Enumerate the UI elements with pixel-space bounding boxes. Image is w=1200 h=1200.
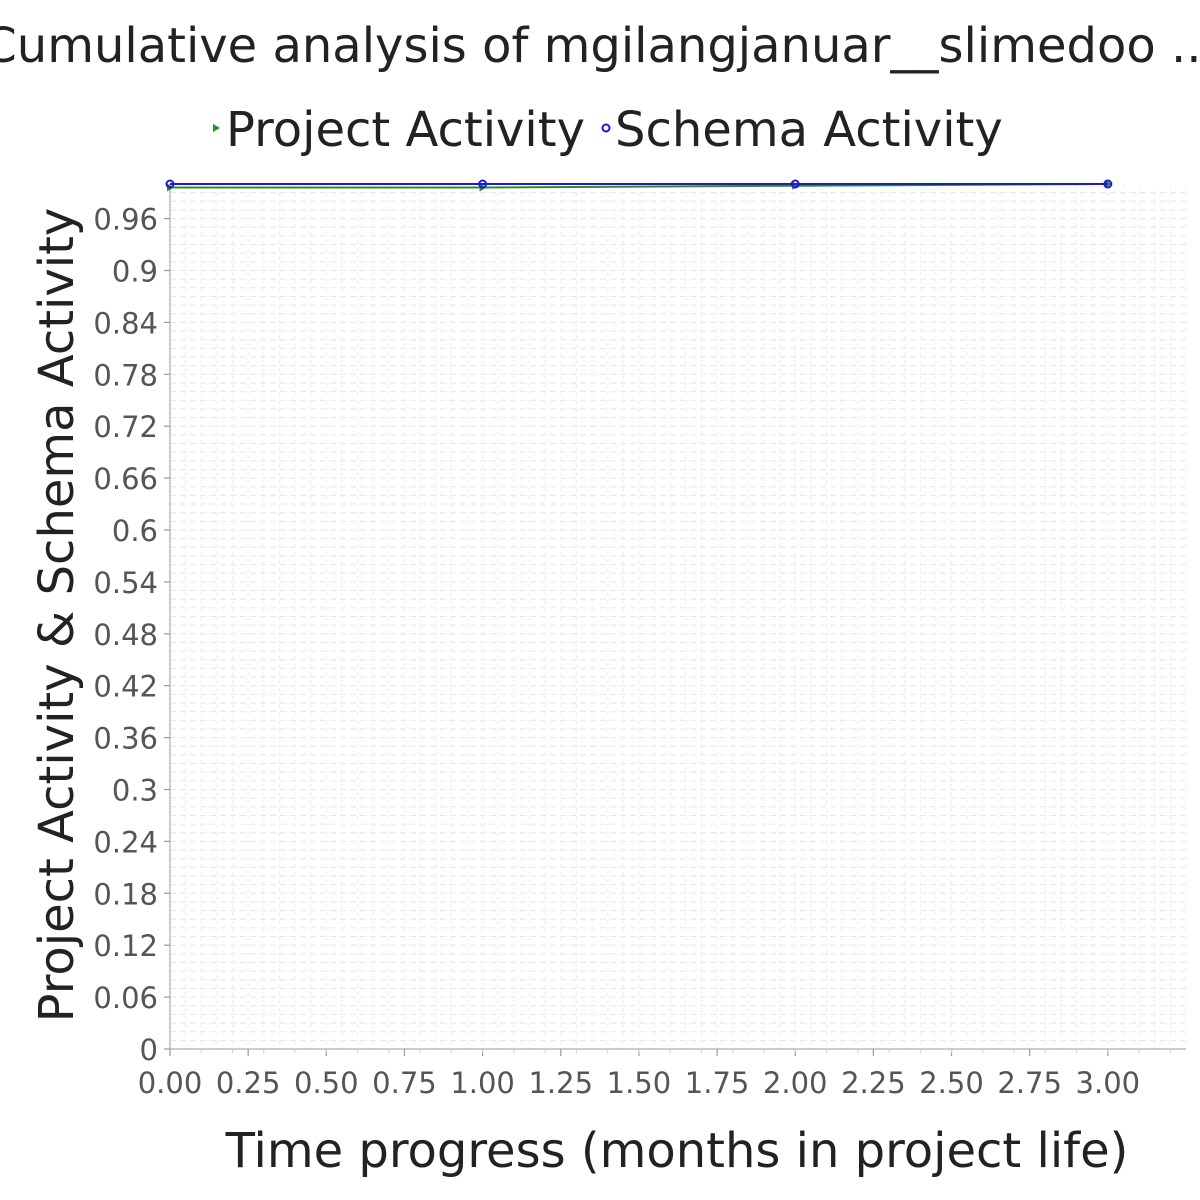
data-point-schema-activity	[790, 179, 800, 189]
x-tick-label: 0.75	[372, 1066, 437, 1100]
x-tick-label: 1.50	[607, 1066, 672, 1100]
x-tick-label: 1.25	[528, 1066, 593, 1100]
x-tick-label: 2.50	[919, 1066, 984, 1100]
x-tick-label: 2.25	[841, 1066, 906, 1100]
legend-item-schema-activity: Schema Activity	[601, 102, 1003, 158]
y-axis-label: Project Activity & Schema Activity	[29, 208, 85, 1023]
y-tick-label: 0.6	[112, 514, 158, 548]
y-tick-label: 0.12	[93, 929, 158, 963]
x-tick-label: 1.75	[685, 1066, 750, 1100]
x-tick-label: 2.75	[997, 1066, 1062, 1100]
y-tick-label: 0.18	[93, 877, 158, 911]
chart-title: Cumulative analysis of mgilangjanuar__sl…	[0, 18, 1200, 74]
axes: 0.00 0.25 0.50 0.75 1.00 1.25 1.50 1.75 2.00 2.25…	[93, 184, 1186, 1100]
data-point-project-activity	[1104, 180, 1112, 188]
data-point-schema-activity	[478, 179, 488, 189]
y-tick-label: 0.06	[93, 981, 158, 1015]
x-axis-label: Time progress (months in project life)	[225, 1123, 1129, 1179]
x-tick-label: 0.25	[216, 1066, 281, 1100]
y-tick-label: 0.78	[93, 358, 158, 392]
y-tick-label: 0.84	[93, 306, 158, 340]
series-layer	[165, 179, 1113, 192]
y-tick-label: 0.72	[93, 410, 158, 444]
legend-marker-schema-activity	[601, 123, 611, 133]
legend-label-schema-activity: Schema Activity	[615, 102, 1003, 158]
x-tick-label: 0.50	[294, 1066, 359, 1100]
y-tick-label: 0.9	[112, 255, 158, 289]
y-tick-label: 0.24	[93, 825, 158, 859]
grid	[170, 183, 1187, 1049]
y-tick-label: 0	[140, 1033, 158, 1067]
data-point-schema-activity	[1103, 179, 1113, 189]
y-tick-label: 0.48	[93, 618, 158, 652]
legend-item-project-activity: Project Activity	[213, 102, 585, 158]
y-tick-label: 0.66	[93, 462, 158, 496]
y-tick-label: 0.3	[112, 774, 158, 808]
x-tick-label: 0.00	[138, 1066, 203, 1100]
x-tick-label: 1.00	[450, 1066, 515, 1100]
legend-marker-project-activity	[213, 124, 220, 132]
y-tick-label: 0.42	[93, 670, 158, 704]
data-point-schema-activity	[165, 179, 175, 189]
x-tick-label: 3.00	[1076, 1066, 1141, 1100]
legend: Project Activity Schema Activity	[213, 102, 1003, 158]
y-tick-label: 0.54	[93, 566, 158, 600]
y-tick-label: 0.36	[93, 722, 158, 756]
legend-label-project-activity: Project Activity	[226, 102, 585, 158]
x-tick-label: 2.00	[763, 1066, 828, 1100]
y-tick-label: 0.96	[93, 203, 158, 237]
